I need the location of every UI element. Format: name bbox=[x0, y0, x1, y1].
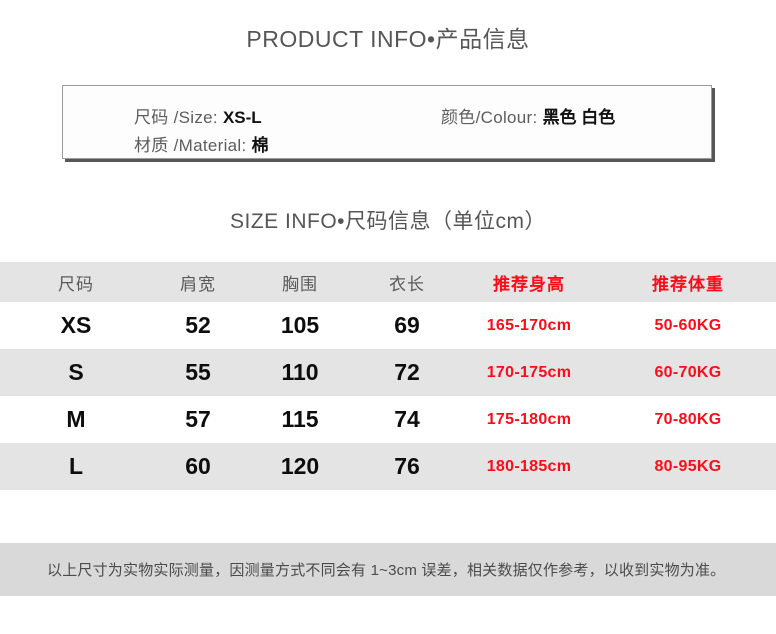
cell-length: 69 bbox=[394, 312, 420, 338]
cell-recommended-height: 175-180cm bbox=[486, 410, 572, 428]
footer-note-text: 以上尺寸为实物实际测量，因测量方式不同会有 1~3cm 误差，相关数据仅作参考，… bbox=[47, 562, 726, 579]
cell-recommended-weight: 70-80KG bbox=[654, 410, 722, 428]
size-value: XS-L bbox=[222, 108, 262, 127]
size-label: 尺码 /Size: bbox=[134, 108, 223, 127]
cell-bust: 120 bbox=[280, 453, 320, 479]
cell-recommended-height: 165-170cm bbox=[486, 316, 572, 334]
cell-size: M bbox=[66, 406, 86, 432]
cell-bust: 115 bbox=[281, 406, 319, 432]
size-table: 尺码 肩宽 胸围 衣长 推荐身高 推荐体重 XS 52 105 69 165-1… bbox=[0, 262, 776, 490]
column-header-recommended-weight: 推荐体重 bbox=[652, 274, 724, 294]
table-row: XS 52 105 69 165-170cm 50-60KG bbox=[0, 302, 776, 349]
column-header-bust: 胸围 bbox=[282, 274, 318, 294]
table-row: M 57 115 74 175-180cm 70-80KG bbox=[0, 396, 776, 443]
cell-bust: 110 bbox=[281, 359, 319, 385]
cell-size: L bbox=[68, 453, 84, 479]
colour-value: 黑色 白色 bbox=[542, 108, 616, 127]
table-row: L 60 120 76 180-185cm 80-95KG bbox=[0, 443, 776, 490]
cell-recommended-height: 180-185cm bbox=[486, 457, 572, 475]
product-info-title: PRODUCT INFO•产品信息 bbox=[246, 26, 530, 52]
cell-length: 76 bbox=[394, 453, 420, 479]
product-info-size-row: 尺码 /Size: XS-L bbox=[134, 103, 262, 128]
cell-length: 74 bbox=[394, 406, 420, 432]
cell-recommended-weight: 50-60KG bbox=[654, 316, 722, 334]
material-value: 棉 bbox=[251, 136, 269, 155]
column-header-recommended-height: 推荐身高 bbox=[493, 274, 565, 294]
cell-size: XS bbox=[60, 312, 92, 338]
column-header-size: 尺码 bbox=[58, 274, 94, 294]
cell-shoulder: 52 bbox=[185, 312, 211, 338]
colour-label: 颜色/Colour: bbox=[441, 108, 543, 127]
cell-recommended-weight: 80-95KG bbox=[654, 457, 722, 475]
table-row: S 55 110 72 170-175cm 60-70KG bbox=[0, 349, 776, 396]
size-info-title: SIZE INFO•尺码信息（单位cm） bbox=[229, 210, 547, 233]
cell-length: 72 bbox=[394, 359, 420, 385]
cell-shoulder: 57 bbox=[185, 406, 211, 432]
footer-note-band: 以上尺寸为实物实际测量，因测量方式不同会有 1~3cm 误差，相关数据仅作参考，… bbox=[0, 543, 776, 596]
cell-size: S bbox=[68, 359, 84, 385]
cell-recommended-height: 170-175cm bbox=[486, 363, 572, 381]
cell-shoulder: 55 bbox=[185, 359, 211, 385]
cell-recommended-weight: 60-70KG bbox=[654, 363, 722, 381]
column-header-length: 衣长 bbox=[389, 274, 425, 294]
cell-bust: 105 bbox=[280, 312, 320, 338]
column-header-shoulder: 肩宽 bbox=[180, 274, 216, 294]
size-table-header-row: 尺码 肩宽 胸围 衣长 推荐身高 推荐体重 bbox=[0, 262, 776, 302]
product-info-box: 尺码 /Size: XS-L 材质 /Material: 棉 颜色/Colour… bbox=[62, 85, 712, 159]
product-info-colour-row: 颜色/Colour: 黑色 白色 bbox=[441, 103, 615, 128]
material-label: 材质 /Material: bbox=[134, 136, 252, 155]
product-info-material-row: 材质 /Material: 棉 bbox=[134, 131, 269, 156]
cell-shoulder: 60 bbox=[185, 453, 211, 479]
